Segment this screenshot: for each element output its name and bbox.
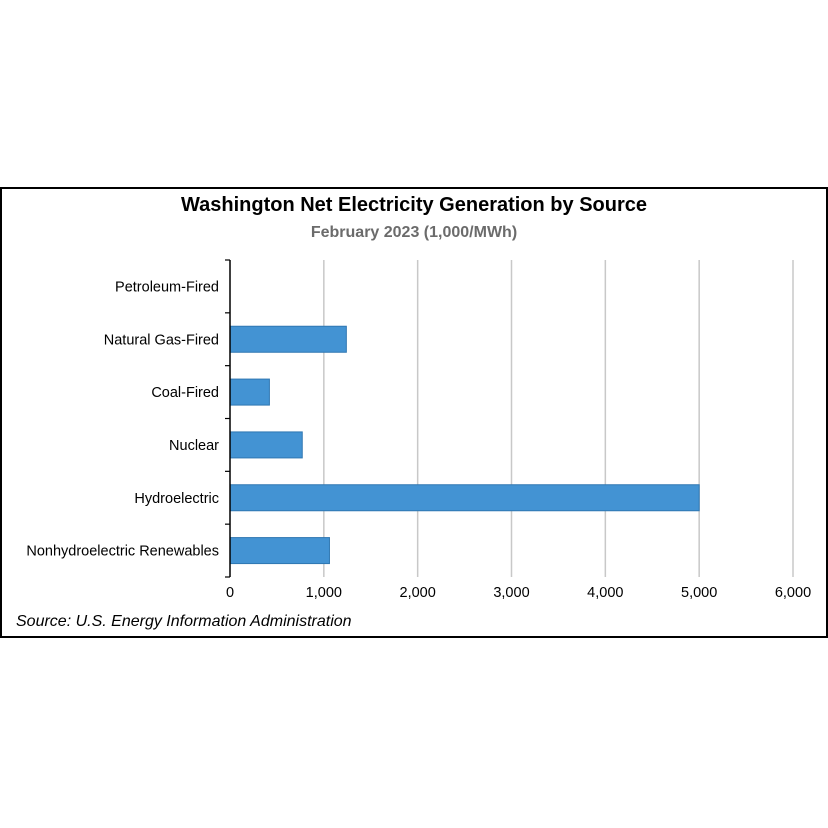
x-tick-label-6: 6,000 (775, 585, 811, 601)
chart-frame (0, 187, 828, 638)
x-tick-label-3: 3,000 (493, 585, 529, 601)
x-tick-label-1: 1,000 (306, 585, 342, 601)
category-label-4: Hydroelectric (134, 491, 219, 507)
bar-5 (229, 537, 330, 565)
source-note: Source: U.S. Energy Information Administ… (16, 613, 352, 630)
chart-subtitle: February 2023 (1,000/MWh) (310, 224, 518, 241)
chart-title: Washington Net Electricity Generation by… (180, 194, 647, 216)
category-label-5: Nonhydroelectric Renewables (26, 544, 219, 560)
category-label-3: Nuclear (169, 438, 219, 454)
x-tick-label-2: 2,000 (400, 585, 436, 601)
bar-2 (229, 378, 270, 406)
category-label-0: Petroleum-Fired (115, 279, 219, 295)
category-label-1: Natural Gas-Fired (104, 332, 219, 348)
category-label-2: Coal-Fired (151, 385, 219, 401)
bar-4 (229, 484, 700, 512)
bar-1 (229, 325, 347, 353)
bar-3 (229, 431, 303, 459)
x-tick-label-4: 4,000 (587, 585, 623, 601)
x-tick-label-5: 5,000 (681, 585, 717, 601)
x-tick-label-0: 0 (226, 585, 234, 601)
